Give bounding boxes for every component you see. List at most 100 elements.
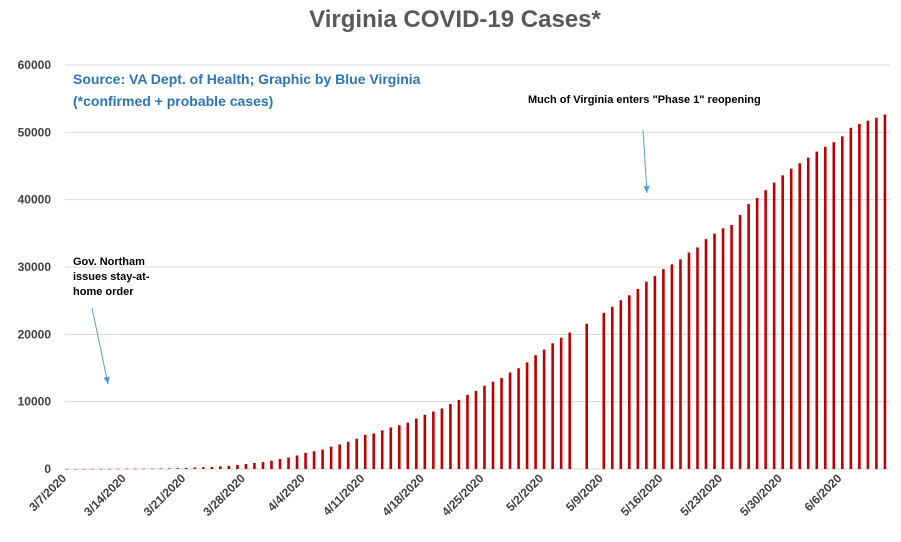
x-tick-label: 4/4/2020 <box>265 471 308 514</box>
bar <box>91 468 94 470</box>
bar <box>636 288 640 469</box>
bar <box>875 117 878 469</box>
bar <box>858 123 861 469</box>
x-tick-label: 5/16/2020 <box>618 471 666 519</box>
x-tick-label: 6/6/2020 <box>802 471 845 514</box>
bar <box>738 214 742 469</box>
bar <box>150 468 154 470</box>
x-tick-label: 3/21/2020 <box>141 471 189 519</box>
bar <box>559 337 563 469</box>
x-tick-label: 3/28/2020 <box>200 471 248 519</box>
bar <box>798 163 802 469</box>
bar <box>236 464 239 469</box>
bar <box>261 462 265 469</box>
bar <box>542 349 546 469</box>
bar <box>432 411 435 469</box>
bar <box>338 444 341 469</box>
x-tick-label: 3/7/2020 <box>26 471 69 514</box>
bar <box>321 449 324 469</box>
bar <box>806 157 810 469</box>
bar <box>670 264 674 469</box>
y-tick-label: 50000 <box>18 125 52 139</box>
bar <box>312 451 316 469</box>
x-tick-label: 4/25/2020 <box>439 471 487 519</box>
bar <box>815 151 819 469</box>
bar <box>687 252 691 469</box>
x-axis-ticks: 3/7/2020 3/14/2020 3/21/2020 3/28/2020 4/4/2… <box>26 471 844 519</box>
bar <box>304 452 307 469</box>
x-tick-label: 5/9/2020 <box>563 471 606 514</box>
bar <box>108 468 111 470</box>
bar <box>679 259 682 469</box>
annotation-arrowhead <box>643 185 650 193</box>
bar <box>849 127 853 470</box>
bar <box>551 343 554 469</box>
bar <box>653 275 657 469</box>
bar <box>227 465 231 469</box>
source-line-2: (*confirmed + probable cases) <box>73 93 273 109</box>
bar <box>866 120 870 469</box>
bar <box>525 362 529 469</box>
y-tick-label: 10000 <box>18 395 52 409</box>
bar <box>380 430 384 469</box>
bar <box>755 197 759 470</box>
bar <box>167 468 171 469</box>
bar <box>116 468 120 470</box>
y-tick-label: 30000 <box>18 260 52 274</box>
bar <box>142 468 145 470</box>
bar <box>619 300 623 469</box>
bar <box>184 467 188 469</box>
bar <box>329 446 333 469</box>
x-tick-label: 5/30/2020 <box>737 471 785 519</box>
bar <box>415 418 418 469</box>
bar <box>832 142 836 469</box>
bar <box>789 168 793 470</box>
bar <box>491 381 495 469</box>
bar <box>244 464 248 469</box>
bar <box>730 224 733 469</box>
bar <box>704 239 708 469</box>
bar <box>457 399 461 469</box>
y-tick-label: 0 <box>44 462 51 476</box>
x-tick-label: 5/23/2020 <box>678 471 726 519</box>
bar <box>253 463 256 469</box>
chart-title: Virginia COVID-19 Cases* <box>309 6 601 33</box>
bar <box>74 468 77 470</box>
annotation-arrow <box>642 129 648 194</box>
bar <box>176 468 180 469</box>
bar <box>764 190 767 469</box>
bar <box>397 425 401 469</box>
bar <box>517 368 520 469</box>
bar <box>474 390 478 469</box>
bar <box>713 233 716 469</box>
bar <box>363 434 367 469</box>
annotation-text: issues stay-at- <box>73 271 150 283</box>
y-axis-ticks: 0 10000 20000 30000 40000 50000 60000 <box>18 58 52 476</box>
source-line-1: Source: VA Dept. of Health; Graphic by B… <box>73 71 421 87</box>
gridlines <box>65 64 890 470</box>
bar <box>662 269 665 469</box>
annotation-text: home order <box>73 286 134 298</box>
bar <box>295 455 299 469</box>
bar <box>133 468 137 470</box>
annotations: Gov. Northam issues stay-at-home order Muc… <box>73 94 761 385</box>
x-tick-label: 4/18/2020 <box>379 471 427 519</box>
x-tick-label: 3/14/2020 <box>81 471 129 519</box>
bar <box>747 204 750 469</box>
bar <box>772 182 776 469</box>
bar <box>500 377 503 469</box>
bar <box>202 467 205 469</box>
x-tick-label: 4/11/2020 <box>320 471 367 518</box>
bar <box>841 136 844 469</box>
bar <box>508 372 512 469</box>
bar <box>696 247 699 469</box>
bar <box>159 468 163 469</box>
bar <box>823 146 827 470</box>
bar <box>389 427 393 469</box>
annotation-text: Much of Virginia enters "Phase 1" reopen… <box>528 94 761 106</box>
bar <box>610 306 614 469</box>
bars <box>65 114 887 470</box>
bar <box>219 466 222 469</box>
bar <box>883 114 887 470</box>
